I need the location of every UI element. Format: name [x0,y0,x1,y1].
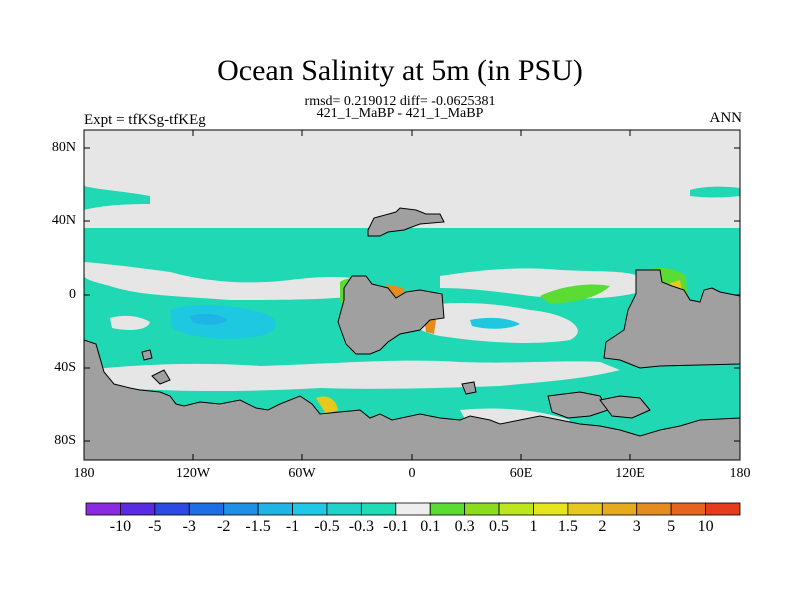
map-title: Ocean Salinity at 5m (in PSU) [217,54,583,87]
fresh-lens-core [190,313,228,325]
colorbar-swatch [360,502,397,516]
colorbar-swatch [533,502,569,516]
cases-line: 421_1_MaBP - 421_1_MaBP [316,106,484,121]
colorbar [85,502,741,516]
tick-marks [84,130,740,460]
colorbar-swatch [85,502,121,516]
season-label: ANN [709,110,743,126]
colorbar-swatch [257,502,293,516]
colorbar-swatch [223,502,259,516]
colorbar-swatch [567,502,603,516]
experiment-label: Expt = tfKSg-tfKEg [84,112,206,128]
saltier-patch-indian [540,284,610,304]
lat-label-80n: 80N [51,140,76,155]
colorbar-label: -1 [285,518,300,535]
colorbar-label: -1.5 [245,518,271,535]
colorbar-swatch [120,502,156,516]
lon-label-120e: 120E [615,466,645,481]
colorbar-swatch [498,502,534,516]
midlatitude-fresh-band [84,230,740,266]
lat-label-40s: 40S [54,360,76,375]
colorbar-label: 10 [697,518,714,535]
colorbar-label: -0.1 [383,518,409,535]
tropical-pacific-near-zero [84,262,360,300]
fresh-lens-atlantic [470,317,520,329]
colorbar-label: 0.5 [489,518,510,535]
lon-label-180e: 180 [729,466,751,481]
colorbar-label: 1 [529,518,538,535]
southern-ocean-near-zero [84,360,620,391]
colorbar-swatch [326,502,362,516]
colorbar-swatch [705,502,741,516]
saltier-yellow-weddell [316,396,338,414]
colorbar-label: -3 [182,518,196,535]
lat-label-40n: 40N [51,213,76,228]
colorbar-label: -5 [148,518,162,535]
colorbar-label: -2 [217,518,231,535]
north-pacific-fresh-patch [690,186,740,198]
colorbar-label: 3 [632,518,641,535]
colorbar-label: 5 [667,518,676,535]
lon-label-120w: 120W [175,466,211,481]
colorbar-swatch [395,502,431,516]
map-field [84,130,740,460]
colorbar-label: -0.5 [314,518,340,535]
colorbar-swatch [464,502,500,516]
land-masses [84,207,740,460]
lat-label-0: 0 [69,287,76,302]
lat-label-80s: 80S [54,433,76,448]
colorbar-label: 0.1 [420,518,441,535]
colorbar-swatch [670,502,706,516]
colorbar-swatch [429,502,466,516]
lon-label-0: 0 [408,466,416,481]
colorbar-label: -10 [109,518,132,535]
lon-label-180w: 180 [73,466,95,481]
stats-line: rmsd= 0.219012 diff= -0.0625381 [304,94,496,109]
colorbar-swatch [292,502,328,516]
colorbar-label: 1.5 [557,518,578,535]
colorbar-label: -0.3 [348,518,375,535]
lon-label-60w: 60W [288,466,316,481]
colorbar-swatch [188,502,225,516]
colorbar-label: 2 [598,518,607,535]
north-atlantic-fresh-band [84,186,150,210]
south-pacific-patch [110,315,150,330]
colorbar-swatch [636,502,672,516]
colorbar-label: 0.3 [454,518,475,535]
colorbar-swatch [601,502,638,516]
lon-label-60e: 60E [509,466,533,481]
colorbar-swatch [154,502,190,516]
